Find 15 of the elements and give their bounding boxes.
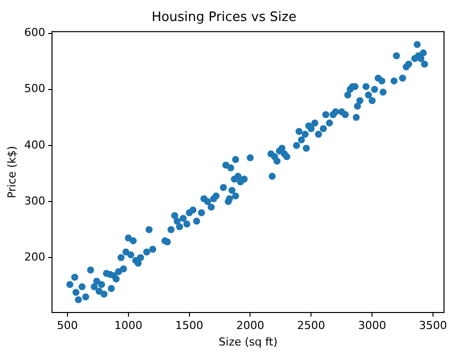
y-tick-label: 400 [24,138,46,152]
x-tick-label: 3000 [358,319,386,332]
x-tick-label: 2500 [297,319,326,332]
chart-title: Housing Prices vs Size [152,10,296,26]
y-tick-label: 300 [24,194,46,208]
y-tick-label: 600 [24,26,46,40]
y-tick-label: 200 [24,250,46,264]
x-tick-label: 3500 [419,319,448,332]
x-tick-label: 500 [56,319,78,332]
x-tick-label: 1000 [114,319,142,332]
x-axis-title: Size (sq ft) [218,335,278,348]
y-axis-title: Price (k$) [5,146,18,198]
y-tick-label: 500 [24,82,46,96]
x-tick-label: 2000 [236,319,264,332]
x-tick-label: 1500 [175,319,204,332]
